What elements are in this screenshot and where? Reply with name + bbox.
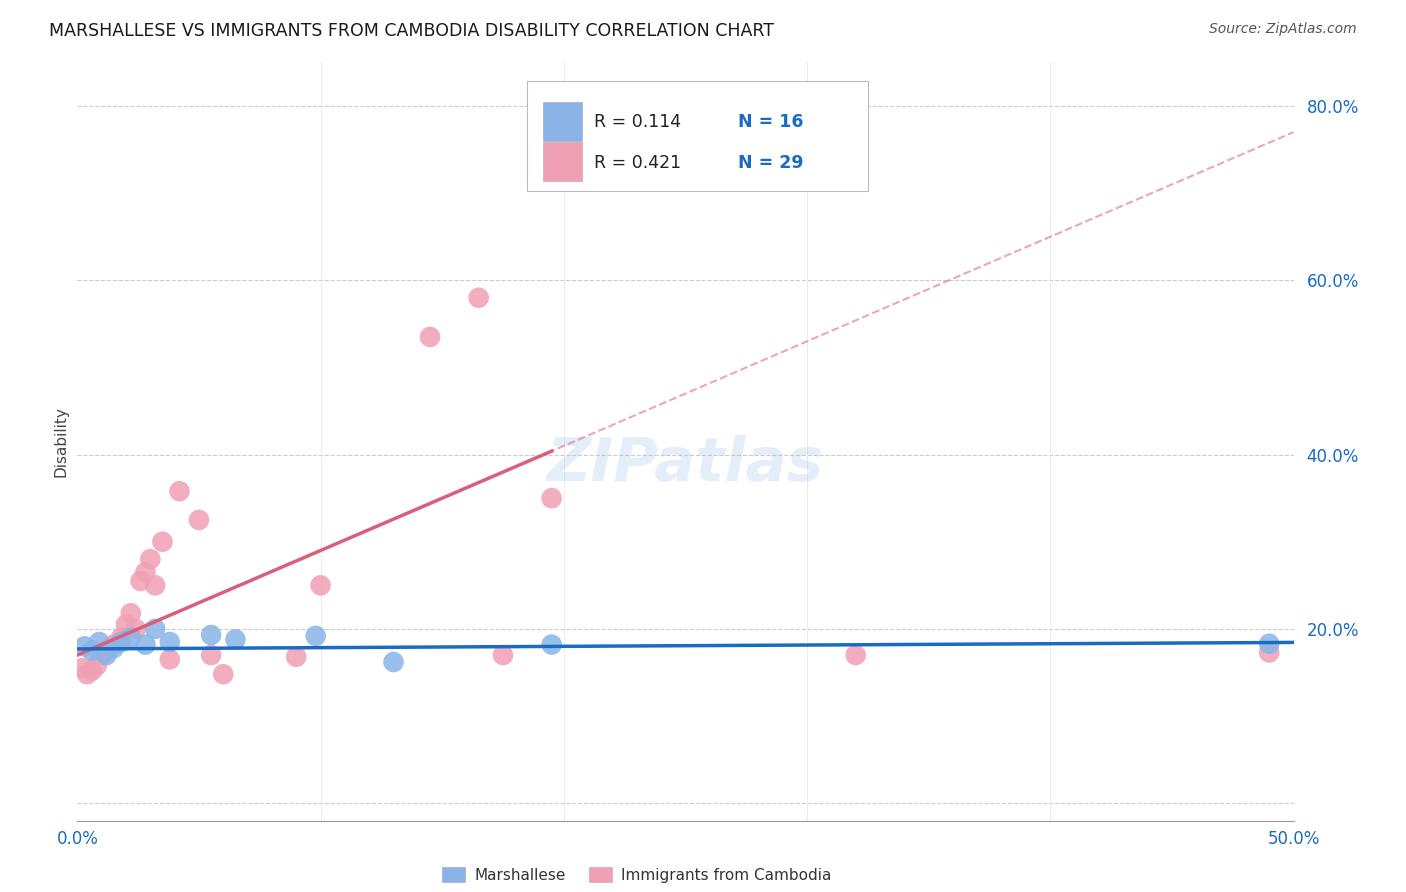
Point [188,513,211,527]
Point [103,641,125,656]
Point [115,617,138,632]
Point [120,631,142,645]
Point [382,655,405,669]
Text: R = 0.421: R = 0.421 [595,153,682,171]
Point [492,648,515,662]
Point [152,534,174,549]
Point [212,667,235,681]
Point [540,638,562,652]
Point [1258,645,1281,659]
Point [200,628,222,642]
Point [90,648,112,662]
FancyBboxPatch shape [527,81,868,191]
Point [143,622,166,636]
Point [70,661,93,675]
Point [467,291,489,305]
Point [159,635,181,649]
Point [86,658,108,673]
Point [129,574,152,588]
Point [540,491,562,506]
Point [134,638,156,652]
Point [96,643,118,657]
Point [285,649,308,664]
Text: ZIPatlas: ZIPatlas [547,434,824,494]
Text: MARSHALLESE VS IMMIGRANTS FROM CAMBODIA DISABILITY CORRELATION CHART: MARSHALLESE VS IMMIGRANTS FROM CAMBODIA … [49,22,775,40]
FancyBboxPatch shape [543,142,582,181]
Point [120,606,142,620]
Text: Source: ZipAtlas.com: Source: ZipAtlas.com [1209,22,1357,37]
Point [80,664,103,678]
Point [169,484,191,499]
Point [110,631,132,645]
Point [200,648,222,662]
Point [224,632,246,647]
Point [76,667,98,681]
Text: N = 16: N = 16 [738,112,803,130]
FancyBboxPatch shape [543,102,582,141]
Point [419,330,441,344]
Point [159,652,181,666]
Point [103,638,125,652]
Point [309,578,332,592]
Point [845,648,868,662]
Point [139,552,162,566]
Point [89,635,111,649]
Point [143,578,166,592]
Legend: Marshallese, Immigrants from Cambodia: Marshallese, Immigrants from Cambodia [436,861,838,888]
Point [73,640,96,654]
Point [80,643,103,657]
Text: R = 0.114: R = 0.114 [595,112,682,130]
Text: N = 29: N = 29 [738,153,803,171]
Point [1258,637,1281,651]
Point [110,635,132,649]
Point [305,629,328,643]
Point [134,566,156,580]
Point [125,622,148,636]
Point [96,648,118,662]
Y-axis label: Disability: Disability [53,406,69,477]
